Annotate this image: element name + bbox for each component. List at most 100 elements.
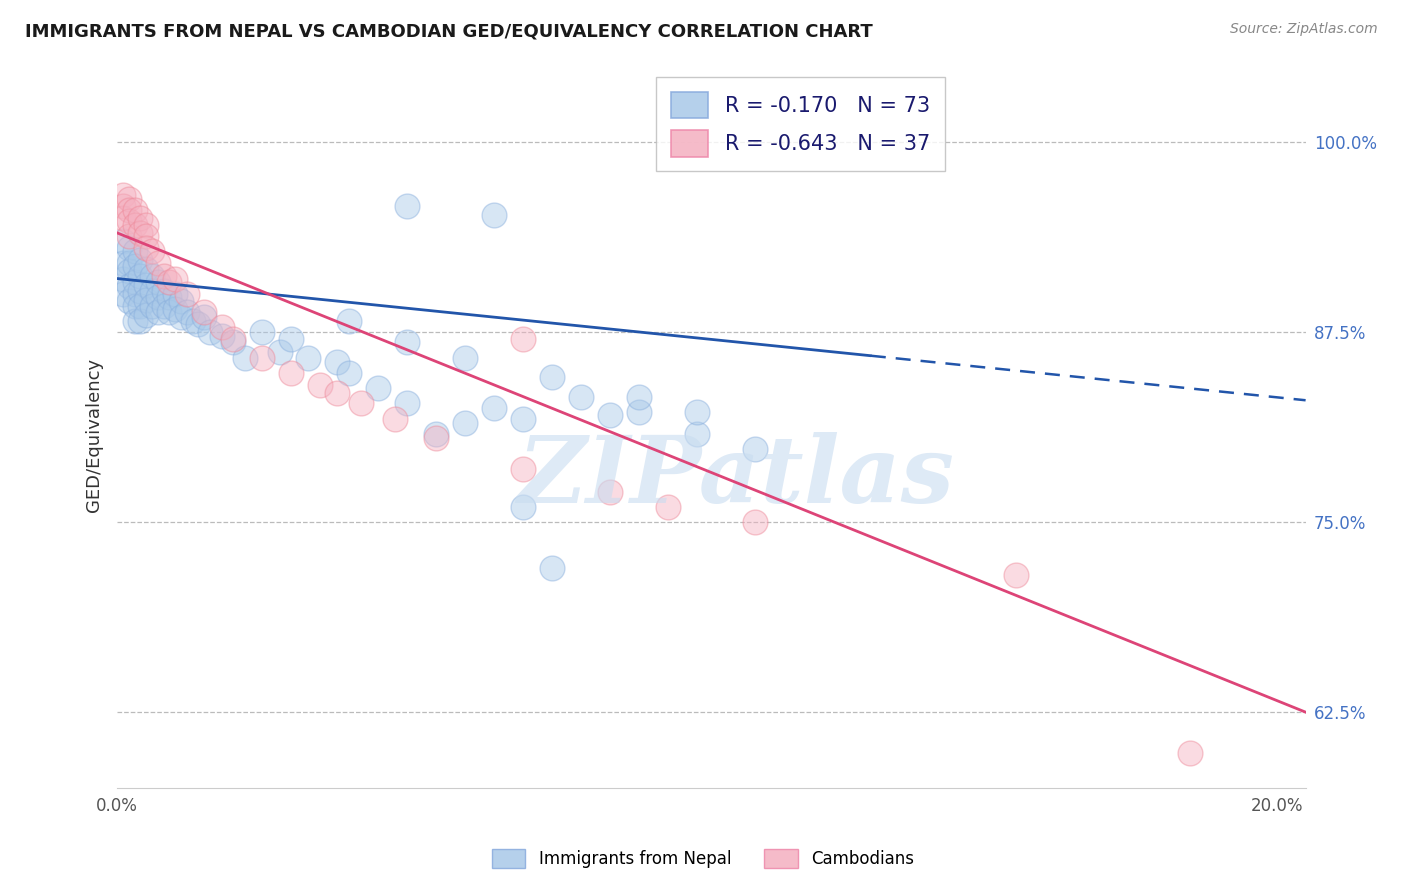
Point [135, 293, 157, 307]
Point [118, 294, 141, 309]
Point [152, 284, 174, 298]
Point [337, 314, 360, 328]
Point [569, 390, 592, 404]
Point [129, 211, 152, 225]
Point [170, 294, 193, 309]
Point [627, 390, 650, 404]
Point [124, 203, 146, 218]
Point [211, 329, 233, 343]
Point [367, 381, 389, 395]
Point [118, 203, 141, 218]
Point [118, 213, 141, 227]
Point [269, 344, 291, 359]
Point [165, 286, 187, 301]
Point [250, 325, 273, 339]
Point [118, 279, 141, 293]
Point [111, 187, 134, 202]
Point [384, 411, 406, 425]
Point [129, 226, 152, 240]
Point [129, 284, 152, 298]
Point [454, 416, 477, 430]
Point [744, 442, 766, 456]
Y-axis label: GED/Equivalency: GED/Equivalency [86, 358, 103, 511]
Text: IMMIGRANTS FROM NEPAL VS CAMBODIAN GED/EQUIVALENCY CORRELATION CHART: IMMIGRANTS FROM NEPAL VS CAMBODIAN GED/E… [25, 22, 873, 40]
Point [146, 256, 169, 270]
Point [222, 332, 245, 346]
Point [512, 500, 534, 514]
Point [425, 426, 447, 441]
Point [512, 461, 534, 475]
Point [337, 366, 360, 380]
Point [124, 299, 146, 313]
Point [280, 332, 302, 346]
Point [118, 193, 141, 207]
Point [326, 385, 349, 400]
Point [111, 286, 134, 301]
Point [141, 299, 163, 313]
Legend: R = -0.170   N = 73, R = -0.643   N = 37: R = -0.170 N = 73, R = -0.643 N = 37 [657, 77, 945, 171]
Point [111, 198, 134, 212]
Point [1178, 746, 1201, 760]
Point [124, 244, 146, 259]
Point [198, 325, 221, 339]
Point [176, 286, 198, 301]
Point [129, 268, 152, 283]
Point [396, 396, 419, 410]
Point [326, 355, 349, 369]
Point [297, 351, 319, 365]
Point [141, 268, 163, 283]
Point [744, 515, 766, 529]
Point [118, 264, 141, 278]
Point [152, 268, 174, 283]
Point [165, 301, 187, 316]
Point [111, 211, 134, 225]
Point [141, 284, 163, 298]
Point [657, 500, 679, 514]
Point [425, 431, 447, 445]
Point [512, 332, 534, 346]
Point [135, 241, 157, 255]
Point [141, 244, 163, 259]
Point [176, 305, 198, 319]
Text: Source: ZipAtlas.com: Source: ZipAtlas.com [1230, 22, 1378, 37]
Point [157, 275, 180, 289]
Point [124, 219, 146, 233]
Point [482, 208, 505, 222]
Point [222, 335, 245, 350]
Point [146, 290, 169, 304]
Point [686, 405, 709, 419]
Point [193, 305, 215, 319]
Point [454, 351, 477, 365]
Point [118, 241, 141, 255]
Point [111, 271, 134, 285]
Point [309, 378, 332, 392]
Point [482, 401, 505, 415]
Point [111, 234, 134, 248]
Point [233, 351, 256, 365]
Point [541, 370, 564, 384]
Point [165, 271, 187, 285]
Point [627, 405, 650, 419]
Point [111, 256, 134, 270]
Point [146, 275, 169, 289]
Point [599, 409, 621, 423]
Legend: Immigrants from Nepal, Cambodians: Immigrants from Nepal, Cambodians [485, 842, 921, 875]
Point [396, 335, 419, 350]
Point [599, 484, 621, 499]
Point [129, 299, 152, 313]
Text: ZIPatlas: ZIPatlas [516, 432, 953, 522]
Point [135, 308, 157, 322]
Point [146, 305, 169, 319]
Point [124, 286, 146, 301]
Point [135, 277, 157, 292]
Point [157, 290, 180, 304]
Point [118, 229, 141, 244]
Point [135, 262, 157, 277]
Point [187, 317, 209, 331]
Point [157, 305, 180, 319]
Point [396, 198, 419, 212]
Point [129, 314, 152, 328]
Point [512, 411, 534, 425]
Point [124, 275, 146, 289]
Point [152, 299, 174, 313]
